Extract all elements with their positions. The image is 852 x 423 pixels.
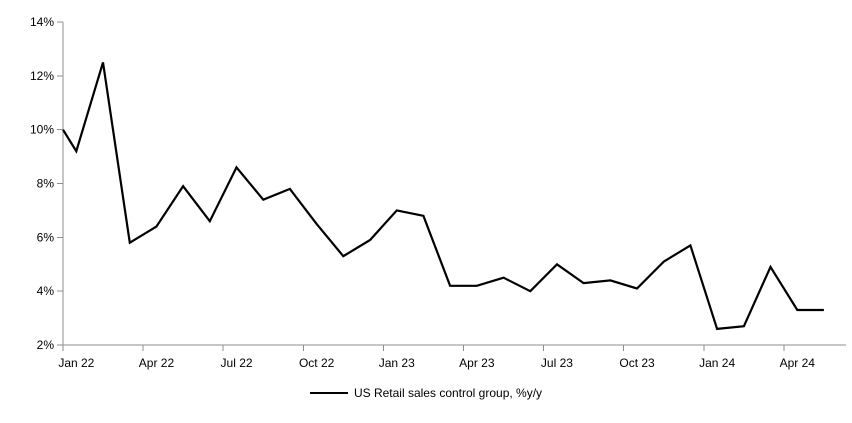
x-tick-label: Apr 23 (459, 356, 495, 370)
legend-label: US Retail sales control group, %y/y (353, 386, 543, 400)
x-tick-label: Apr 24 (780, 356, 816, 370)
y-tick-label: 2% (37, 338, 55, 352)
x-tick-label: Jul 22 (221, 356, 253, 370)
legend: US Retail sales control group, %y/y (0, 386, 852, 400)
data-line-us-retail-sales (62, 62, 824, 331)
x-tick-label: Jan 24 (699, 356, 735, 370)
y-tick-label: 4% (37, 284, 55, 298)
y-tick-label: 6% (37, 230, 55, 244)
x-tick-label: Oct 22 (299, 356, 335, 370)
x-tick-label: Jan 22 (58, 356, 94, 370)
x-tick-label: Oct 23 (619, 356, 655, 370)
y-tick-label: 14% (30, 15, 54, 29)
y-tick-label: 12% (30, 69, 54, 83)
y-tick-label: 10% (30, 123, 54, 137)
x-tick-label: Jul 23 (541, 356, 573, 370)
x-tick-label: Jan 23 (379, 356, 415, 370)
y-tick-label: 8% (37, 177, 55, 191)
x-tick-label: Apr 22 (139, 356, 175, 370)
legend-line-swatch (309, 392, 348, 394)
